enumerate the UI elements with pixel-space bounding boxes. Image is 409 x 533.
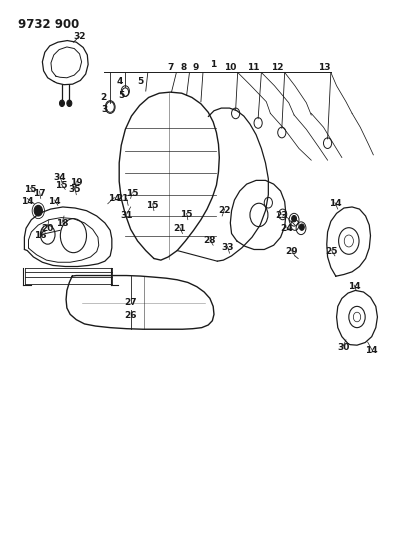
Circle shape — [67, 100, 72, 107]
Text: 24: 24 — [280, 224, 292, 233]
Text: 5: 5 — [137, 77, 143, 86]
Text: 22: 22 — [218, 206, 230, 215]
Circle shape — [59, 100, 64, 107]
Text: 16: 16 — [34, 231, 47, 240]
Text: 14: 14 — [328, 199, 340, 208]
Text: 15: 15 — [24, 185, 36, 194]
Text: 15: 15 — [126, 189, 138, 198]
Text: 14: 14 — [108, 194, 120, 203]
Text: 9: 9 — [192, 63, 199, 71]
Text: 17: 17 — [33, 189, 46, 198]
Text: 14: 14 — [347, 282, 360, 291]
Circle shape — [299, 224, 303, 230]
Text: 15: 15 — [146, 201, 159, 210]
Text: 21: 21 — [173, 224, 185, 233]
Text: 2: 2 — [100, 93, 106, 102]
Circle shape — [34, 205, 42, 216]
Text: 7: 7 — [167, 63, 173, 71]
Text: 30: 30 — [336, 343, 348, 352]
Text: 33: 33 — [221, 244, 233, 253]
Text: 9732 900: 9732 900 — [18, 18, 79, 31]
Text: 14: 14 — [364, 346, 377, 355]
Text: 32: 32 — [73, 33, 85, 42]
Text: 13: 13 — [317, 63, 330, 71]
Text: 28: 28 — [203, 237, 216, 246]
Text: 12: 12 — [271, 63, 283, 71]
Text: 19: 19 — [70, 178, 82, 187]
Text: 34: 34 — [54, 173, 66, 182]
Text: 14: 14 — [21, 197, 34, 206]
Circle shape — [291, 215, 296, 222]
Text: 3: 3 — [101, 105, 108, 114]
Text: 14: 14 — [48, 197, 61, 206]
Text: 4: 4 — [117, 77, 123, 86]
Text: 11: 11 — [246, 63, 259, 71]
Text: 25: 25 — [325, 247, 337, 256]
Text: 23: 23 — [275, 212, 288, 221]
Text: 21: 21 — [116, 194, 128, 203]
Text: 1: 1 — [209, 60, 216, 69]
Text: 20: 20 — [41, 224, 54, 233]
Text: 35: 35 — [69, 185, 81, 194]
Text: 10: 10 — [224, 63, 236, 71]
Text: 26: 26 — [124, 311, 137, 320]
Text: 15: 15 — [55, 181, 67, 190]
Text: 27: 27 — [124, 298, 137, 307]
Text: 8: 8 — [180, 63, 187, 71]
Text: 5: 5 — [118, 91, 124, 100]
Text: 18: 18 — [56, 220, 68, 229]
Text: 15: 15 — [180, 210, 192, 219]
Text: 29: 29 — [285, 247, 297, 256]
Text: 31: 31 — [120, 212, 133, 221]
